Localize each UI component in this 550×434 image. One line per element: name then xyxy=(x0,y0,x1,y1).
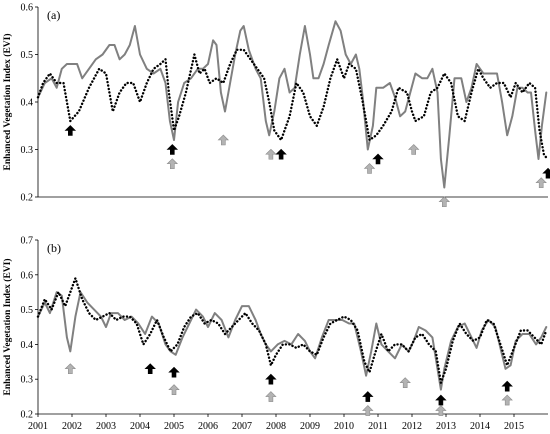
x-tick-label: 2006 xyxy=(198,421,218,432)
gray-arrow-icon xyxy=(265,148,277,160)
black-arrow-icon xyxy=(168,366,180,378)
gray-arrow-icon xyxy=(64,363,77,375)
x-tick-label: 2010 xyxy=(334,421,354,432)
x-tick-label: 2003 xyxy=(96,421,116,432)
y-tick-label: 0.3 xyxy=(21,375,34,386)
black-arrow-icon xyxy=(435,394,447,406)
x-tick-label: 2005 xyxy=(164,421,184,432)
y-tick-label: 0.4 xyxy=(21,98,34,109)
x-tick-label: 2013 xyxy=(436,421,456,432)
x-tick-label: 2009 xyxy=(300,421,320,432)
gray-arrow-icon xyxy=(535,177,547,189)
panel-label: (b) xyxy=(47,241,61,255)
y-tick-label: 0.5 xyxy=(21,305,34,316)
black-arrow-icon xyxy=(275,148,287,160)
x-tick-label: 2002 xyxy=(62,421,82,432)
gray-arrow-icon xyxy=(399,377,411,388)
panel-label: (a) xyxy=(47,8,60,22)
y-axis-title: Enhanced Vegetation Index (EVI) xyxy=(2,259,13,396)
x-tick-label: 2008 xyxy=(266,421,286,432)
series-line-solid xyxy=(37,20,548,189)
gray-arrow-icon xyxy=(438,196,451,208)
gray-arrow-icon xyxy=(265,391,277,402)
y-tick-label: 0.3 xyxy=(21,145,34,156)
black-arrow-icon xyxy=(265,373,277,385)
gray-arrow-icon xyxy=(407,144,420,155)
x-tick-label: 2012 xyxy=(402,421,422,432)
black-arrow-icon xyxy=(542,167,550,179)
y-tick-label: 0.6 xyxy=(21,270,34,281)
gray-arrow-icon xyxy=(362,405,374,416)
gray-arrow-icon xyxy=(435,405,447,416)
black-arrow-icon xyxy=(501,380,513,392)
panel-b-chart: 0.2 0.3 0.4 0.5 0.6 0.7 2001 2002 2003 2004 2005 20… xyxy=(2,236,548,432)
y-tick-label: 0.5 xyxy=(21,50,34,61)
black-arrow-icon xyxy=(64,125,77,136)
x-tick-label: 2004 xyxy=(130,421,150,432)
x-tick-label: 2011 xyxy=(368,421,388,432)
series-line-solid xyxy=(37,291,548,391)
y-tick-label: 0.6 xyxy=(21,3,34,14)
panel-a-chart: 0.2 0.3 0.4 0.5 0.6 Enhanced Vegetation Index… xyxy=(2,3,550,208)
gray-arrow-icon xyxy=(166,158,179,170)
black-arrow-icon xyxy=(362,391,374,402)
y-tick-label: 0.2 xyxy=(21,410,34,421)
gray-arrow-icon xyxy=(168,384,180,395)
black-arrow-icon xyxy=(166,144,179,155)
series-line-dotted xyxy=(36,48,549,161)
y-axis-title: Enhanced Vegetation Index (EVI) xyxy=(2,34,13,171)
series-line-dotted xyxy=(36,277,548,384)
x-tick-label: 2015 xyxy=(504,421,524,432)
y-tick-label: 0.2 xyxy=(21,193,34,204)
black-arrow-icon xyxy=(144,363,156,375)
y-tick-label: 0.4 xyxy=(21,340,34,351)
gray-arrow-icon xyxy=(217,134,230,146)
x-tick-label: 2001 xyxy=(28,421,48,432)
x-tick-label: 2014 xyxy=(470,421,490,432)
black-arrow-icon xyxy=(372,153,384,165)
gray-arrow-icon xyxy=(501,394,513,406)
y-tick-label: 0.7 xyxy=(21,236,34,247)
gray-arrow-icon xyxy=(363,163,376,174)
x-tick-label: 2007 xyxy=(232,421,252,432)
